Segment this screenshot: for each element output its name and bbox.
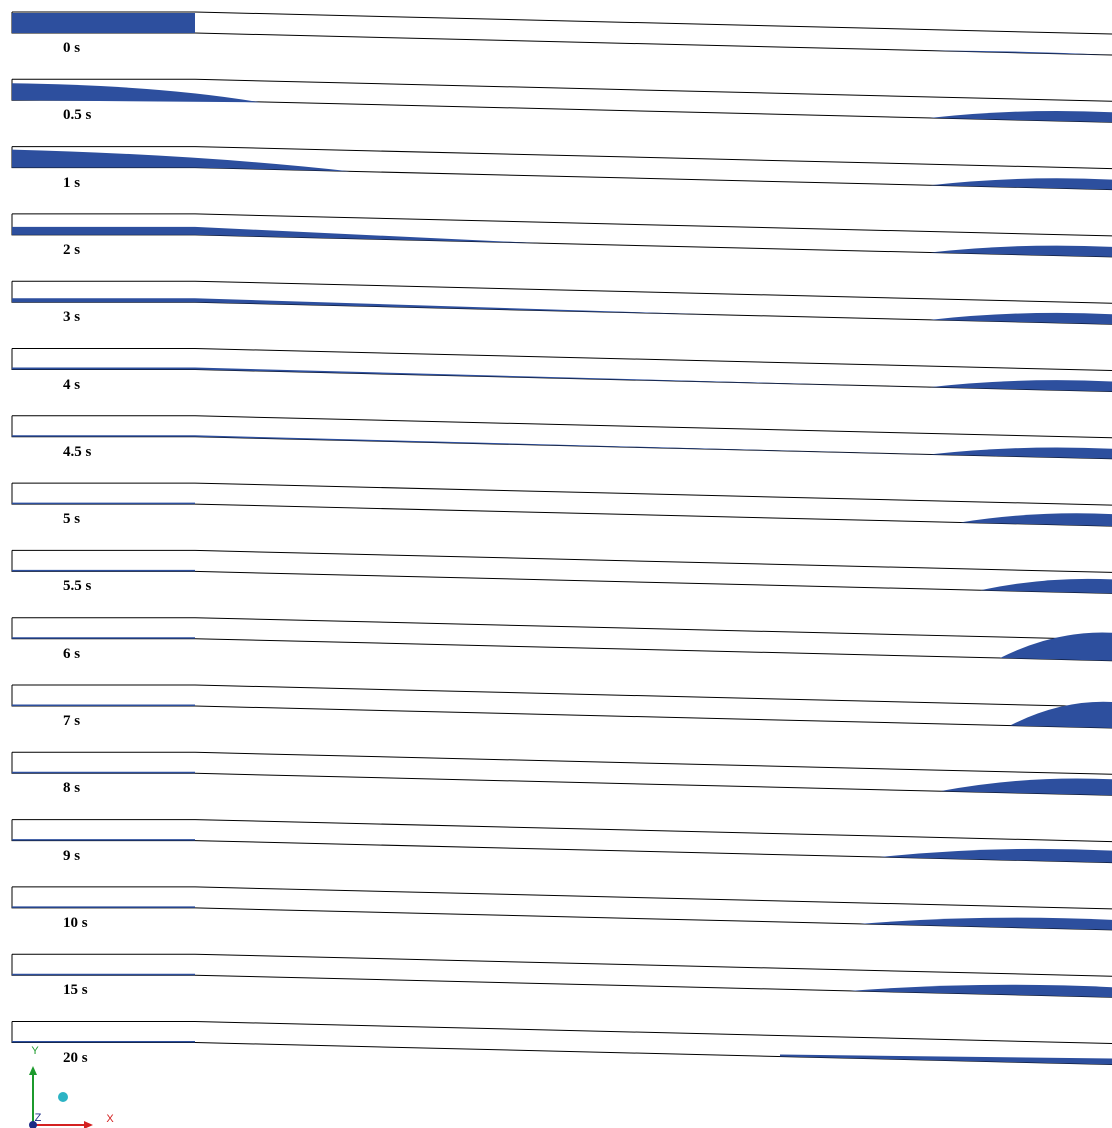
wave-region <box>1000 632 1112 661</box>
time-label: 8 s <box>63 780 81 797</box>
y-axis-label: Y <box>31 1045 39 1057</box>
wave-region <box>860 917 1112 930</box>
water-body <box>12 13 195 33</box>
time-label: 0 s <box>63 40 81 56</box>
wave-region <box>940 778 1112 796</box>
snapshot-panel <box>11 78 1112 123</box>
wave-region <box>930 178 1112 190</box>
y-axis-arrowhead <box>29 1066 37 1075</box>
water-body <box>12 502 195 505</box>
time-label: 15 s <box>63 982 88 999</box>
light-sphere-icon <box>58 1092 68 1102</box>
water-body <box>12 367 930 388</box>
z-axis-label: Z <box>35 1112 42 1124</box>
snapshot-panel <box>11 617 1112 662</box>
water-body <box>12 149 350 172</box>
x-axis-arrowhead <box>84 1121 93 1128</box>
snapshot-panel <box>11 213 1112 258</box>
wave-region <box>1010 701 1112 728</box>
water-body <box>12 1041 195 1043</box>
time-label: 5.5 s <box>63 578 92 595</box>
x-axis-label: X <box>106 1113 114 1125</box>
snapshot-panel <box>11 348 1112 392</box>
wave-region <box>880 848 1112 863</box>
wave-region <box>980 578 1112 594</box>
water-body <box>12 704 195 706</box>
snapshot-panel <box>11 415 1112 460</box>
snapshot-panel <box>11 549 1112 594</box>
water-body <box>12 906 195 908</box>
water-body <box>12 83 260 103</box>
z-axis-origin <box>29 1121 37 1128</box>
water-body <box>12 973 195 976</box>
wave-region <box>930 245 1112 257</box>
time-label: 5 s <box>63 511 81 528</box>
snapshot-panel <box>11 482 1112 527</box>
time-label: 9 s <box>63 847 81 864</box>
wave-region <box>930 110 1112 123</box>
snapshot-panel <box>11 886 1112 931</box>
snapshot-panel <box>11 819 1112 864</box>
water-body <box>12 637 195 639</box>
time-label: 3 s <box>63 309 81 326</box>
wave-region <box>930 380 1112 392</box>
snapshot-panel <box>11 1021 1112 1065</box>
wave-region <box>930 312 1112 325</box>
wave-region <box>850 984 1112 998</box>
time-label: 0.5 s <box>63 107 92 124</box>
wave-region <box>930 447 1112 459</box>
water-body <box>12 771 195 774</box>
snapshot-panel <box>11 953 1112 998</box>
time-label: 6 s <box>63 645 81 662</box>
time-label: 7 s <box>63 713 81 729</box>
time-label: 10 s <box>63 914 88 931</box>
wave-region <box>930 50 1112 55</box>
wave-region <box>780 1054 1112 1065</box>
time-label: 20 s <box>63 1049 88 1066</box>
water-body <box>12 569 195 572</box>
water-body <box>12 298 720 315</box>
snapshot-panel <box>11 684 1112 729</box>
time-label: 4.5 s <box>63 443 92 460</box>
time-label: 1 s <box>63 174 81 191</box>
snapshot-panel <box>11 11 1112 56</box>
wave-region <box>960 513 1112 527</box>
time-label: 2 s <box>63 241 81 258</box>
snapshot-panel <box>11 146 1112 191</box>
water-body <box>12 839 195 841</box>
snapshot-panel <box>11 751 1112 796</box>
time-label: 4 s <box>63 376 81 393</box>
snapshot-panel <box>11 280 1112 325</box>
water-body <box>12 226 540 244</box>
